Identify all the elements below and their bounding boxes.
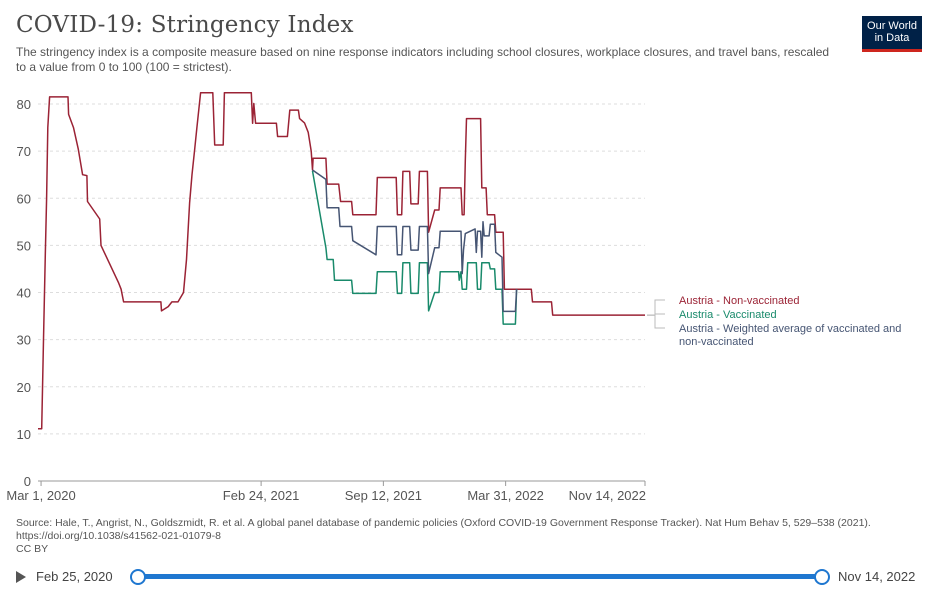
y-tick-label: 0 <box>24 474 31 489</box>
logo-line-1: Our World <box>867 20 917 32</box>
play-icon[interactable] <box>16 571 26 583</box>
y-tick-label: 10 <box>17 427 31 442</box>
legend-connector <box>647 299 665 316</box>
y-tick-label: 30 <box>17 333 31 348</box>
y-tick-label: 40 <box>17 286 31 301</box>
source-note: Source: Hale, T., Angrist, N., Goldszmid… <box>16 517 876 556</box>
timeline-end-label: Nov 14, 2022 <box>838 569 916 584</box>
chart-subtitle: The stringency index is a composite meas… <box>16 45 830 74</box>
x-tick-label: Mar 1, 2020 <box>6 488 75 503</box>
timeline-control: Feb 25, 2020 Nov 14, 2022 <box>0 566 935 588</box>
x-tick-label: Sep 12, 2021 <box>345 488 422 503</box>
logo-line-2: in Data <box>874 32 910 44</box>
license-text: CC BY <box>16 543 49 555</box>
legend-connector <box>647 314 665 329</box>
y-tick-label: 50 <box>17 238 31 253</box>
legend-label-weighted-average: Austria - Weighted average of vaccinated… <box>679 323 901 348</box>
series-line-weighted-average <box>312 169 518 313</box>
x-tick-label: Feb 24, 2021 <box>223 488 300 503</box>
y-tick-label: 60 <box>17 191 31 206</box>
timeline-track[interactable] <box>138 574 822 579</box>
y-tick-label: 80 <box>17 97 31 112</box>
timeline-end-handle[interactable] <box>814 569 830 585</box>
x-tick-label: Nov 14, 2022 <box>569 488 646 503</box>
x-tick-label: Mar 31, 2022 <box>467 488 544 503</box>
series-line-vaccinated <box>311 170 518 325</box>
series-line-non-vaccinated <box>38 91 645 430</box>
line-chart: 0 10 20 30 40 50 60 70 80 Mar 1, 2020 Feb 24, 2021… <box>6 91 901 503</box>
y-tick-label: 70 <box>17 144 31 159</box>
timeline-start-label: Feb 25, 2020 <box>36 569 113 584</box>
chart-title: COVID-19: Stringency Index <box>16 12 354 38</box>
legend-label-vaccinated: Austria - Vaccinated <box>679 309 777 321</box>
owid-logo[interactable]: Our World in Data <box>862 16 922 52</box>
logo-accent-bar <box>862 49 922 52</box>
y-tick-label: 20 <box>17 380 31 395</box>
legend-label-non-vaccinated: Austria - Non-vaccinated <box>679 295 799 307</box>
timeline-start-handle[interactable] <box>130 569 146 585</box>
source-text: Source: Hale, T., Angrist, N., Goldszmid… <box>16 517 871 542</box>
